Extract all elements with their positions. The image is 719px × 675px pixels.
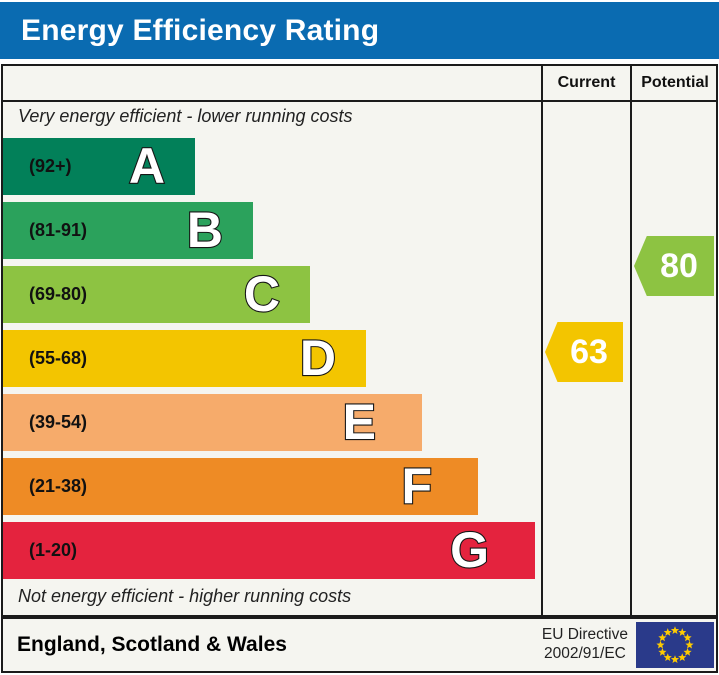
page-title: Energy Efficiency Rating xyxy=(21,13,380,47)
band-g-letter: G xyxy=(449,521,490,579)
header-separator xyxy=(3,100,716,102)
band-d-letter: D xyxy=(299,329,337,387)
band-b-letter: B xyxy=(186,201,224,259)
top-note: Very energy efficient - lower running co… xyxy=(18,106,353,126)
eu-directive-line1: EU Directive xyxy=(541,626,628,643)
band-g-range: (1-20) xyxy=(29,540,78,560)
rating-table: Current Potential Very energy efficient … xyxy=(1,64,718,617)
band-e-range: (39-54) xyxy=(29,412,88,432)
band-f-range: (21-38) xyxy=(29,476,88,496)
band-a: (92+) A xyxy=(3,137,195,195)
band-e-letter: E xyxy=(342,393,378,451)
band-d: (55-68) D xyxy=(3,329,366,387)
eu-directive-label: EU Directive 2002/91/EC xyxy=(542,625,628,663)
potential-rating-value: 80 xyxy=(660,246,698,285)
eu-flag-icon xyxy=(636,622,714,668)
band-f-letter: F xyxy=(400,457,433,515)
band-f: (21-38) F xyxy=(3,457,478,515)
band-a-letter: A xyxy=(128,137,166,195)
title-banner: Energy Efficiency Rating xyxy=(0,2,719,59)
current-rating-value: 63 xyxy=(570,332,608,371)
band-c: (69-80) C xyxy=(3,265,310,323)
bottom-note: Not energy efficient - higher running co… xyxy=(18,586,352,606)
region-label: England, Scotland & Wales xyxy=(17,633,287,656)
band-c-letter: C xyxy=(243,265,281,323)
column-header-potential: Potential xyxy=(641,74,709,91)
band-d-range: (55-68) xyxy=(29,348,88,368)
band-b: (81-91) B xyxy=(3,201,253,259)
band-c-range: (69-80) xyxy=(29,284,88,304)
band-b-range: (81-91) xyxy=(29,220,88,240)
current-rating-pointer: 63 xyxy=(545,322,623,382)
column-divider-potential xyxy=(630,66,632,615)
footer-bar: England, Scotland & Wales EU Directive 2… xyxy=(1,617,718,673)
band-a-range: (92+) xyxy=(29,156,72,176)
potential-rating-pointer: 80 xyxy=(634,236,714,296)
eu-directive-line2: 2002/91/EC xyxy=(543,645,626,662)
band-e: (39-54) E xyxy=(3,393,422,451)
band-g: (1-20) G xyxy=(3,521,535,579)
column-divider-current xyxy=(541,66,543,615)
column-header-current: Current xyxy=(557,74,616,91)
